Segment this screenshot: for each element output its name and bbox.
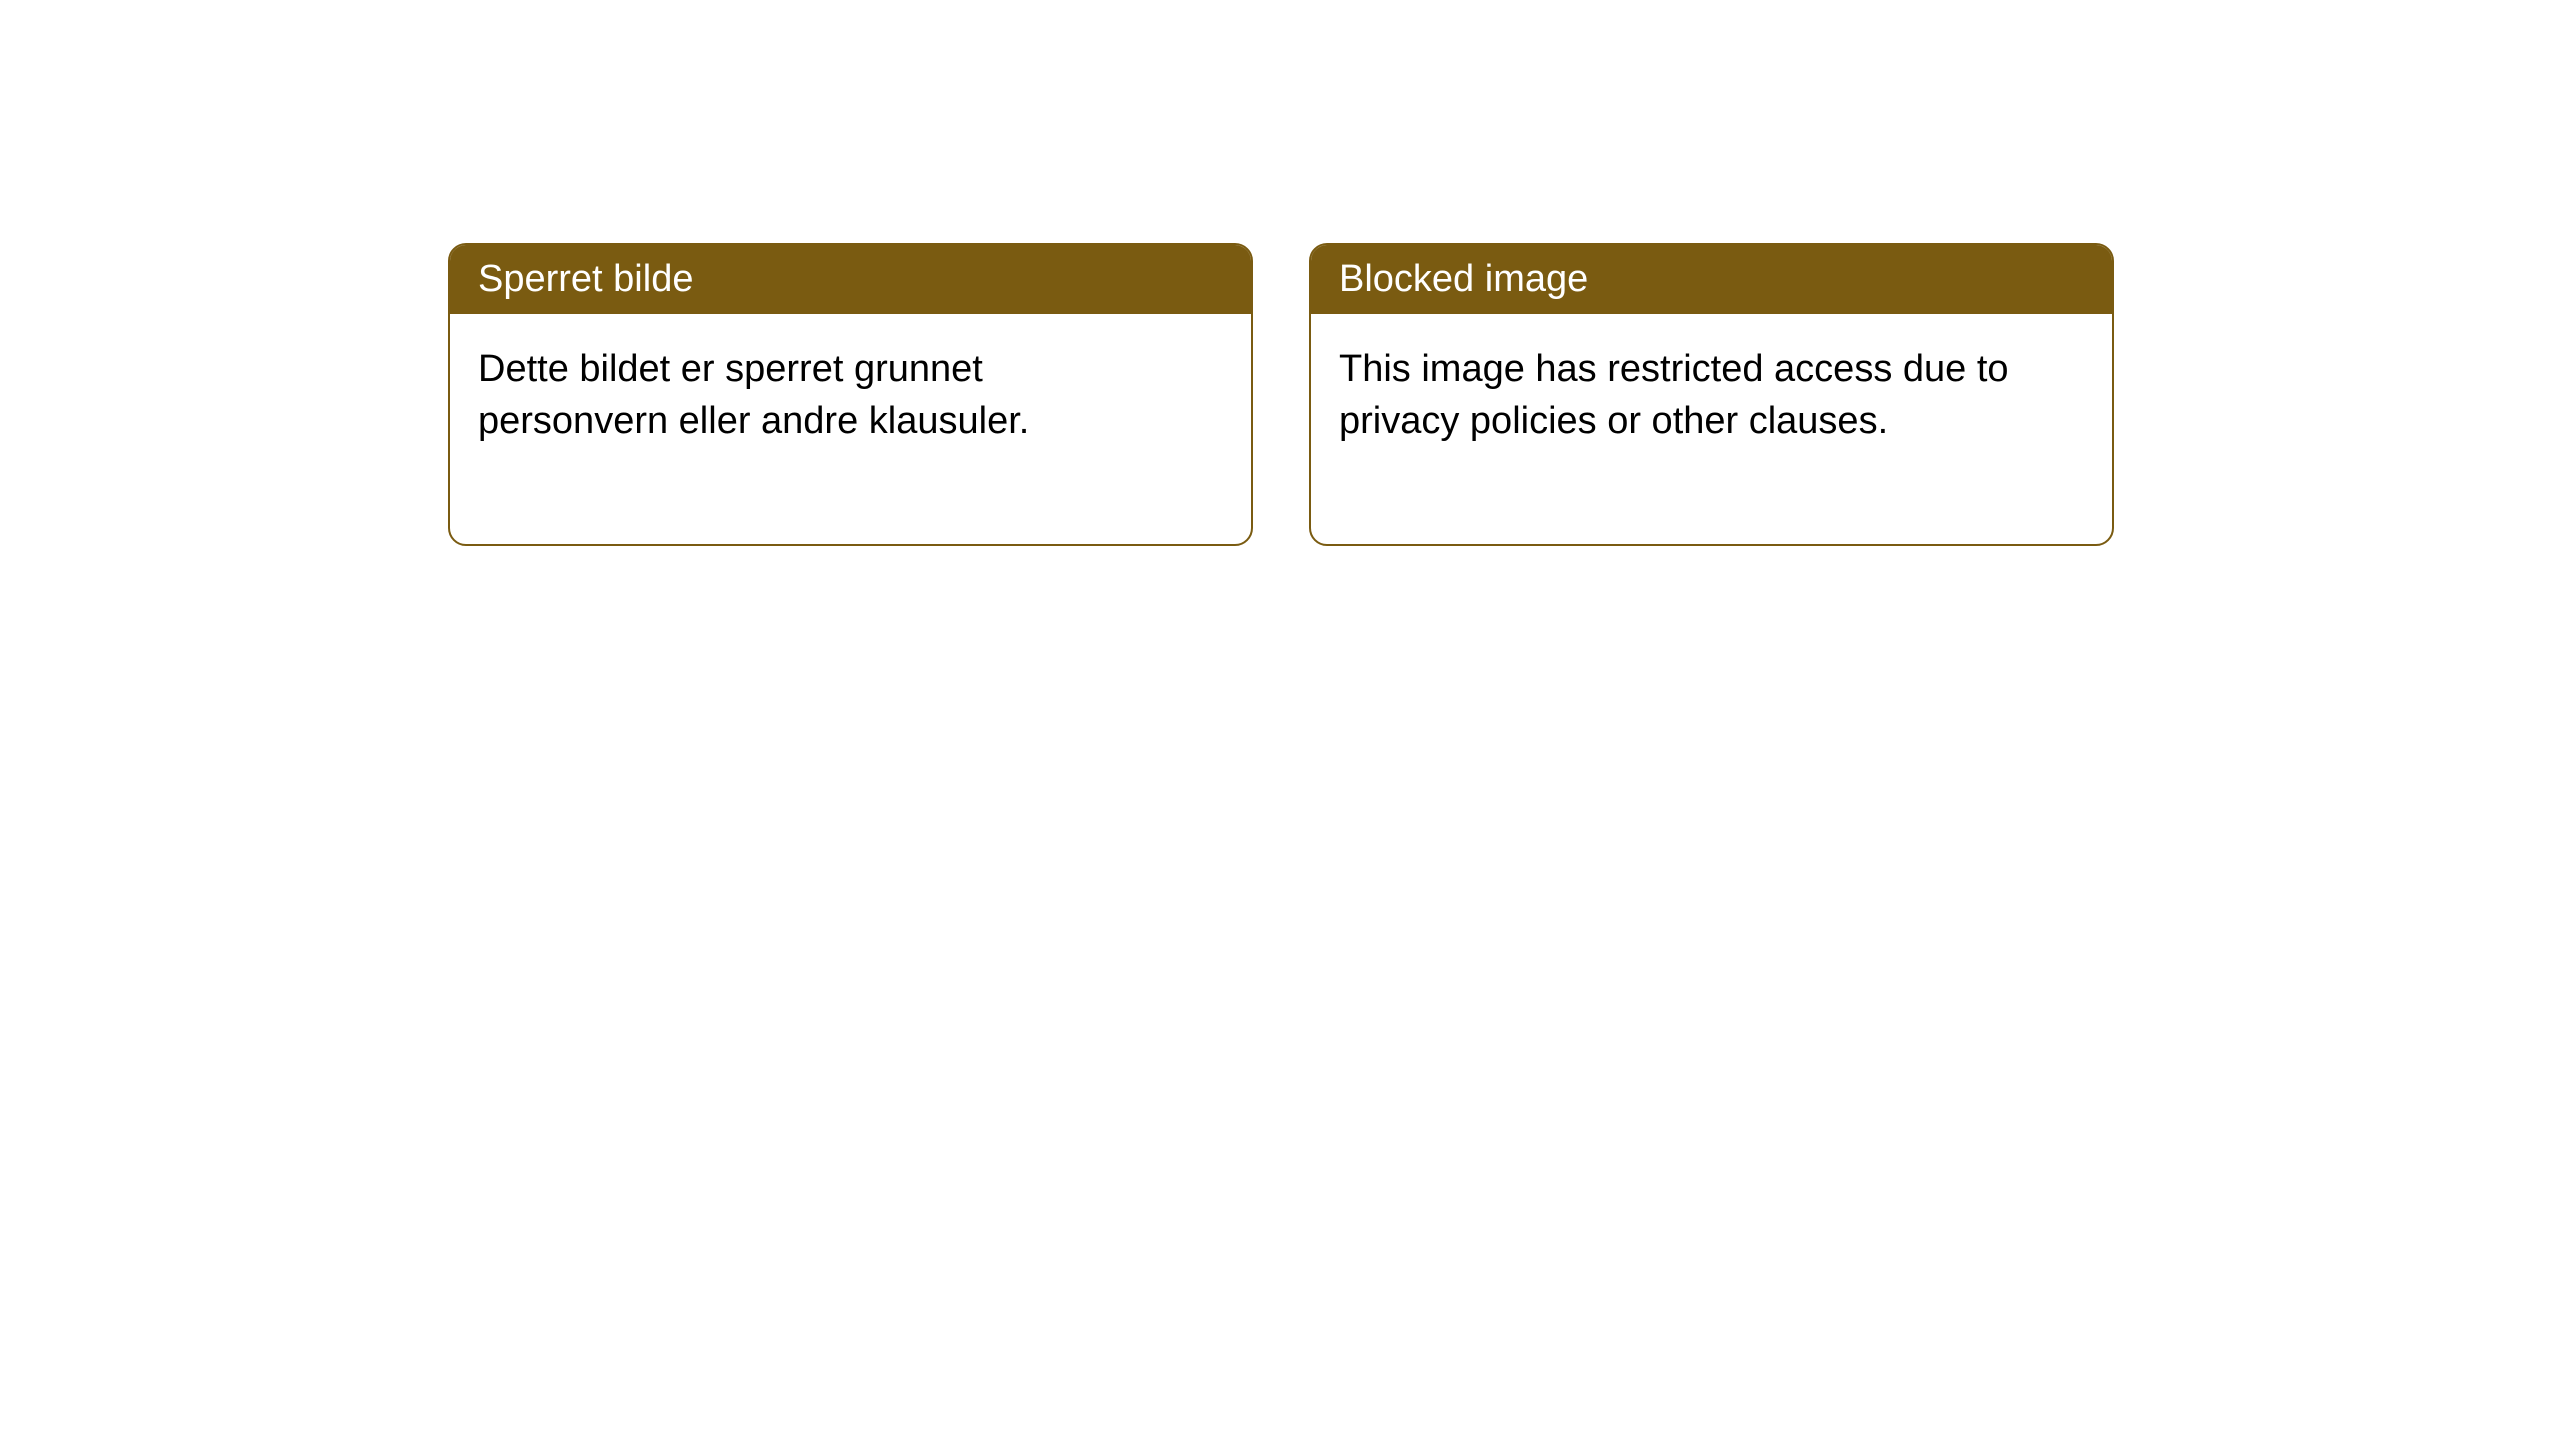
notice-card-norwegian: Sperret bilde Dette bildet er sperret gr… — [448, 243, 1253, 546]
notice-header: Sperret bilde — [450, 245, 1251, 314]
notice-body-text: This image has restricted access due to … — [1339, 344, 2019, 447]
notice-body: This image has restricted access due to … — [1311, 314, 2112, 544]
notice-header: Blocked image — [1311, 245, 2112, 314]
notice-card-english: Blocked image This image has restricted … — [1309, 243, 2114, 546]
notice-title: Sperret bilde — [478, 258, 693, 300]
notice-title: Blocked image — [1339, 258, 1588, 300]
notice-body-text: Dette bildet er sperret grunnet personve… — [478, 344, 1158, 447]
notice-container: Sperret bilde Dette bildet er sperret gr… — [0, 0, 2560, 546]
notice-body: Dette bildet er sperret grunnet personve… — [450, 314, 1251, 544]
